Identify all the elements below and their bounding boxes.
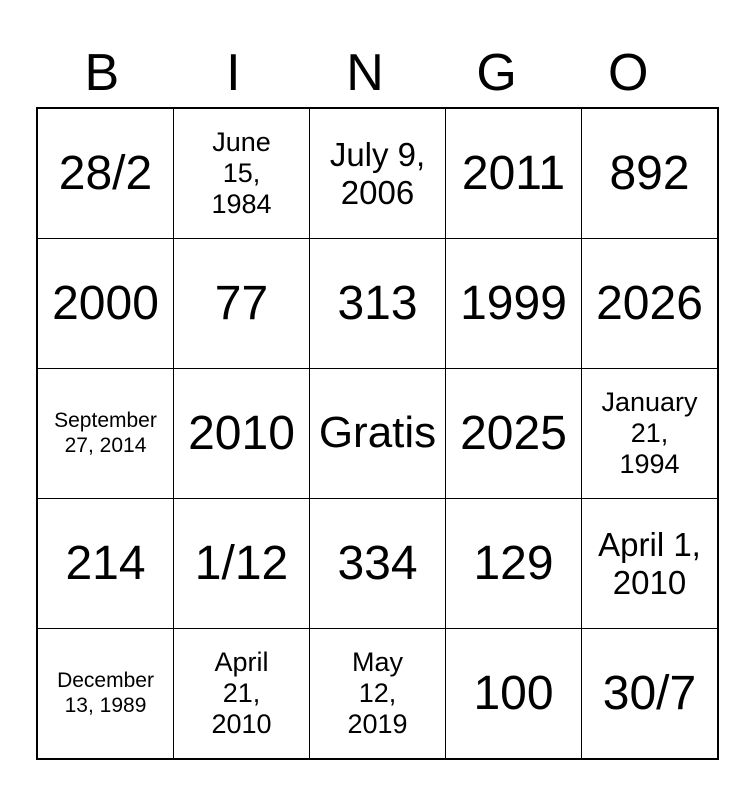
bingo-letter-b: B xyxy=(84,44,120,102)
bingo-row: 214 1/12 334 129 April 1, 2010 xyxy=(36,498,719,629)
bingo-cell[interactable]: 313 xyxy=(309,238,446,369)
bingo-letter-n: N xyxy=(346,44,384,102)
bingo-cell[interactable]: 2000 xyxy=(36,238,174,369)
bingo-row: 2000 77 313 1999 2026 xyxy=(36,238,719,369)
bingo-cell[interactable]: 2025 xyxy=(445,368,582,499)
bingo-cell[interactable]: 1/12 xyxy=(173,498,310,629)
bingo-cell[interactable]: April 1, 2010 xyxy=(581,498,719,629)
bingo-row: September 27, 2014 2010 Gratis 2025 Janu… xyxy=(36,368,719,499)
bingo-cell[interactable]: May 12, 2019 xyxy=(309,628,446,760)
bingo-grid: 28/2 June 15, 1984 July 9, 2006 2011 892… xyxy=(36,107,719,760)
bingo-card: B I N G O 28/2 June 15, 1984 July 9, 200… xyxy=(36,0,719,760)
bingo-cell[interactable]: 334 xyxy=(309,498,446,629)
bingo-row: 28/2 June 15, 1984 July 9, 2006 2011 892 xyxy=(36,107,719,239)
bingo-cell[interactable]: 100 xyxy=(445,628,582,760)
bingo-cell[interactable]: June 15, 1984 xyxy=(173,107,310,239)
bingo-cell[interactable]: 77 xyxy=(173,238,310,369)
bingo-cell[interactable]: 2011 xyxy=(445,107,582,239)
bingo-cell[interactable]: July 9, 2006 xyxy=(309,107,446,239)
bingo-cell[interactable]: September 27, 2014 xyxy=(36,368,174,499)
bingo-letter-g: G xyxy=(476,44,517,102)
bingo-cell-free-space[interactable]: Gratis xyxy=(309,368,446,499)
bingo-cell[interactable]: 1999 xyxy=(445,238,582,369)
bingo-letter-o: O xyxy=(607,44,649,102)
bingo-cell[interactable]: 129 xyxy=(445,498,582,629)
bingo-cell[interactable]: January 21, 1994 xyxy=(581,368,719,499)
bingo-row: December 13, 1989 April 21, 2010 May 12,… xyxy=(36,628,719,760)
bingo-cell[interactable]: 28/2 xyxy=(36,107,174,239)
bingo-cell[interactable]: 30/7 xyxy=(581,628,719,760)
bingo-cell[interactable]: 214 xyxy=(36,498,174,629)
bingo-cell[interactable]: 2010 xyxy=(173,368,310,499)
bingo-header: B I N G O xyxy=(36,0,694,107)
bingo-letter-i: I xyxy=(226,44,241,102)
bingo-cell[interactable]: 2026 xyxy=(581,238,719,369)
bingo-cell[interactable]: April 21, 2010 xyxy=(173,628,310,760)
bingo-cell[interactable]: 892 xyxy=(581,107,719,239)
bingo-cell[interactable]: December 13, 1989 xyxy=(36,628,174,760)
